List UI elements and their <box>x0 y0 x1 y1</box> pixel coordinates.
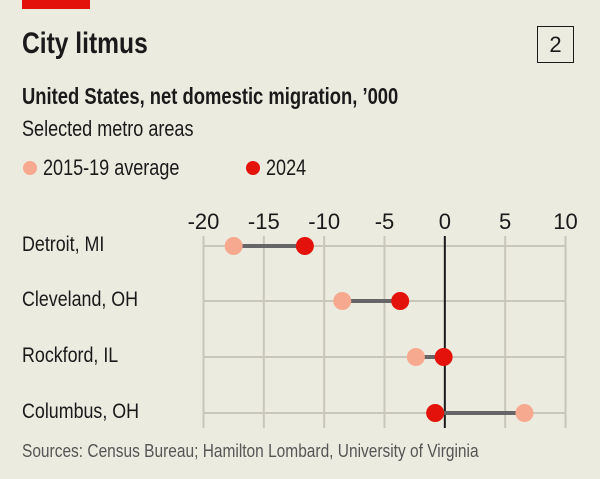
point-2015-19-average <box>515 404 534 422</box>
chart-number-badge: 2 <box>537 26 574 63</box>
point-2024 <box>295 237 314 255</box>
category-label: Columbus, OH <box>22 400 160 424</box>
point-2024 <box>426 404 445 422</box>
legend-item-2024: 2024 <box>266 155 315 181</box>
chart-title-text: City litmus <box>22 27 148 60</box>
category-label-text: Rockford, IL <box>22 344 119 367</box>
x-tick-label: -10 <box>308 209 340 234</box>
x-tick-label: 0 <box>439 209 451 234</box>
legend-swatch-2024 <box>246 161 260 175</box>
category-label: Rockford, IL <box>22 344 135 368</box>
legend-label: 2015-19 average <box>43 155 180 180</box>
chart-title: City litmus <box>22 27 175 61</box>
chart-description: Selected metro areas <box>22 116 231 142</box>
point-2015-19-average <box>333 292 352 310</box>
chart-subtitle-text: United States, net domestic migration, ’… <box>22 83 399 109</box>
category-label: Detroit, MI <box>22 233 119 257</box>
legend-item-avg: 2015-19 average <box>43 155 209 181</box>
point-2024 <box>434 348 453 366</box>
category-label-text: Columbus, OH <box>22 400 140 423</box>
x-tick-label: -20 <box>188 209 220 234</box>
point-2015-19-average <box>224 237 243 255</box>
legend-label: 2024 <box>266 155 307 180</box>
category-label-text: Detroit, MI <box>22 233 105 256</box>
x-tick-label: -5 <box>375 209 395 234</box>
x-tick-label: 10 <box>553 209 577 234</box>
legend-swatch-avg <box>23 161 37 175</box>
source-note: Sources: Census Bureau; Hamilton Lombard… <box>22 441 553 462</box>
chart-subtitle: United States, net domestic migration, ’… <box>22 83 492 110</box>
chart-description-text: Selected metro areas <box>22 116 194 141</box>
point-2024 <box>391 292 410 310</box>
category-label: Cleveland, OH <box>22 288 159 312</box>
source-text: Sources: Census Bureau; Hamilton Lombard… <box>22 441 479 461</box>
x-tick-label: -15 <box>248 209 280 234</box>
category-label-text: Cleveland, OH <box>22 288 139 311</box>
brand-bar <box>22 0 90 9</box>
x-tick-label: 5 <box>499 209 511 234</box>
point-2015-19-average <box>406 348 425 366</box>
